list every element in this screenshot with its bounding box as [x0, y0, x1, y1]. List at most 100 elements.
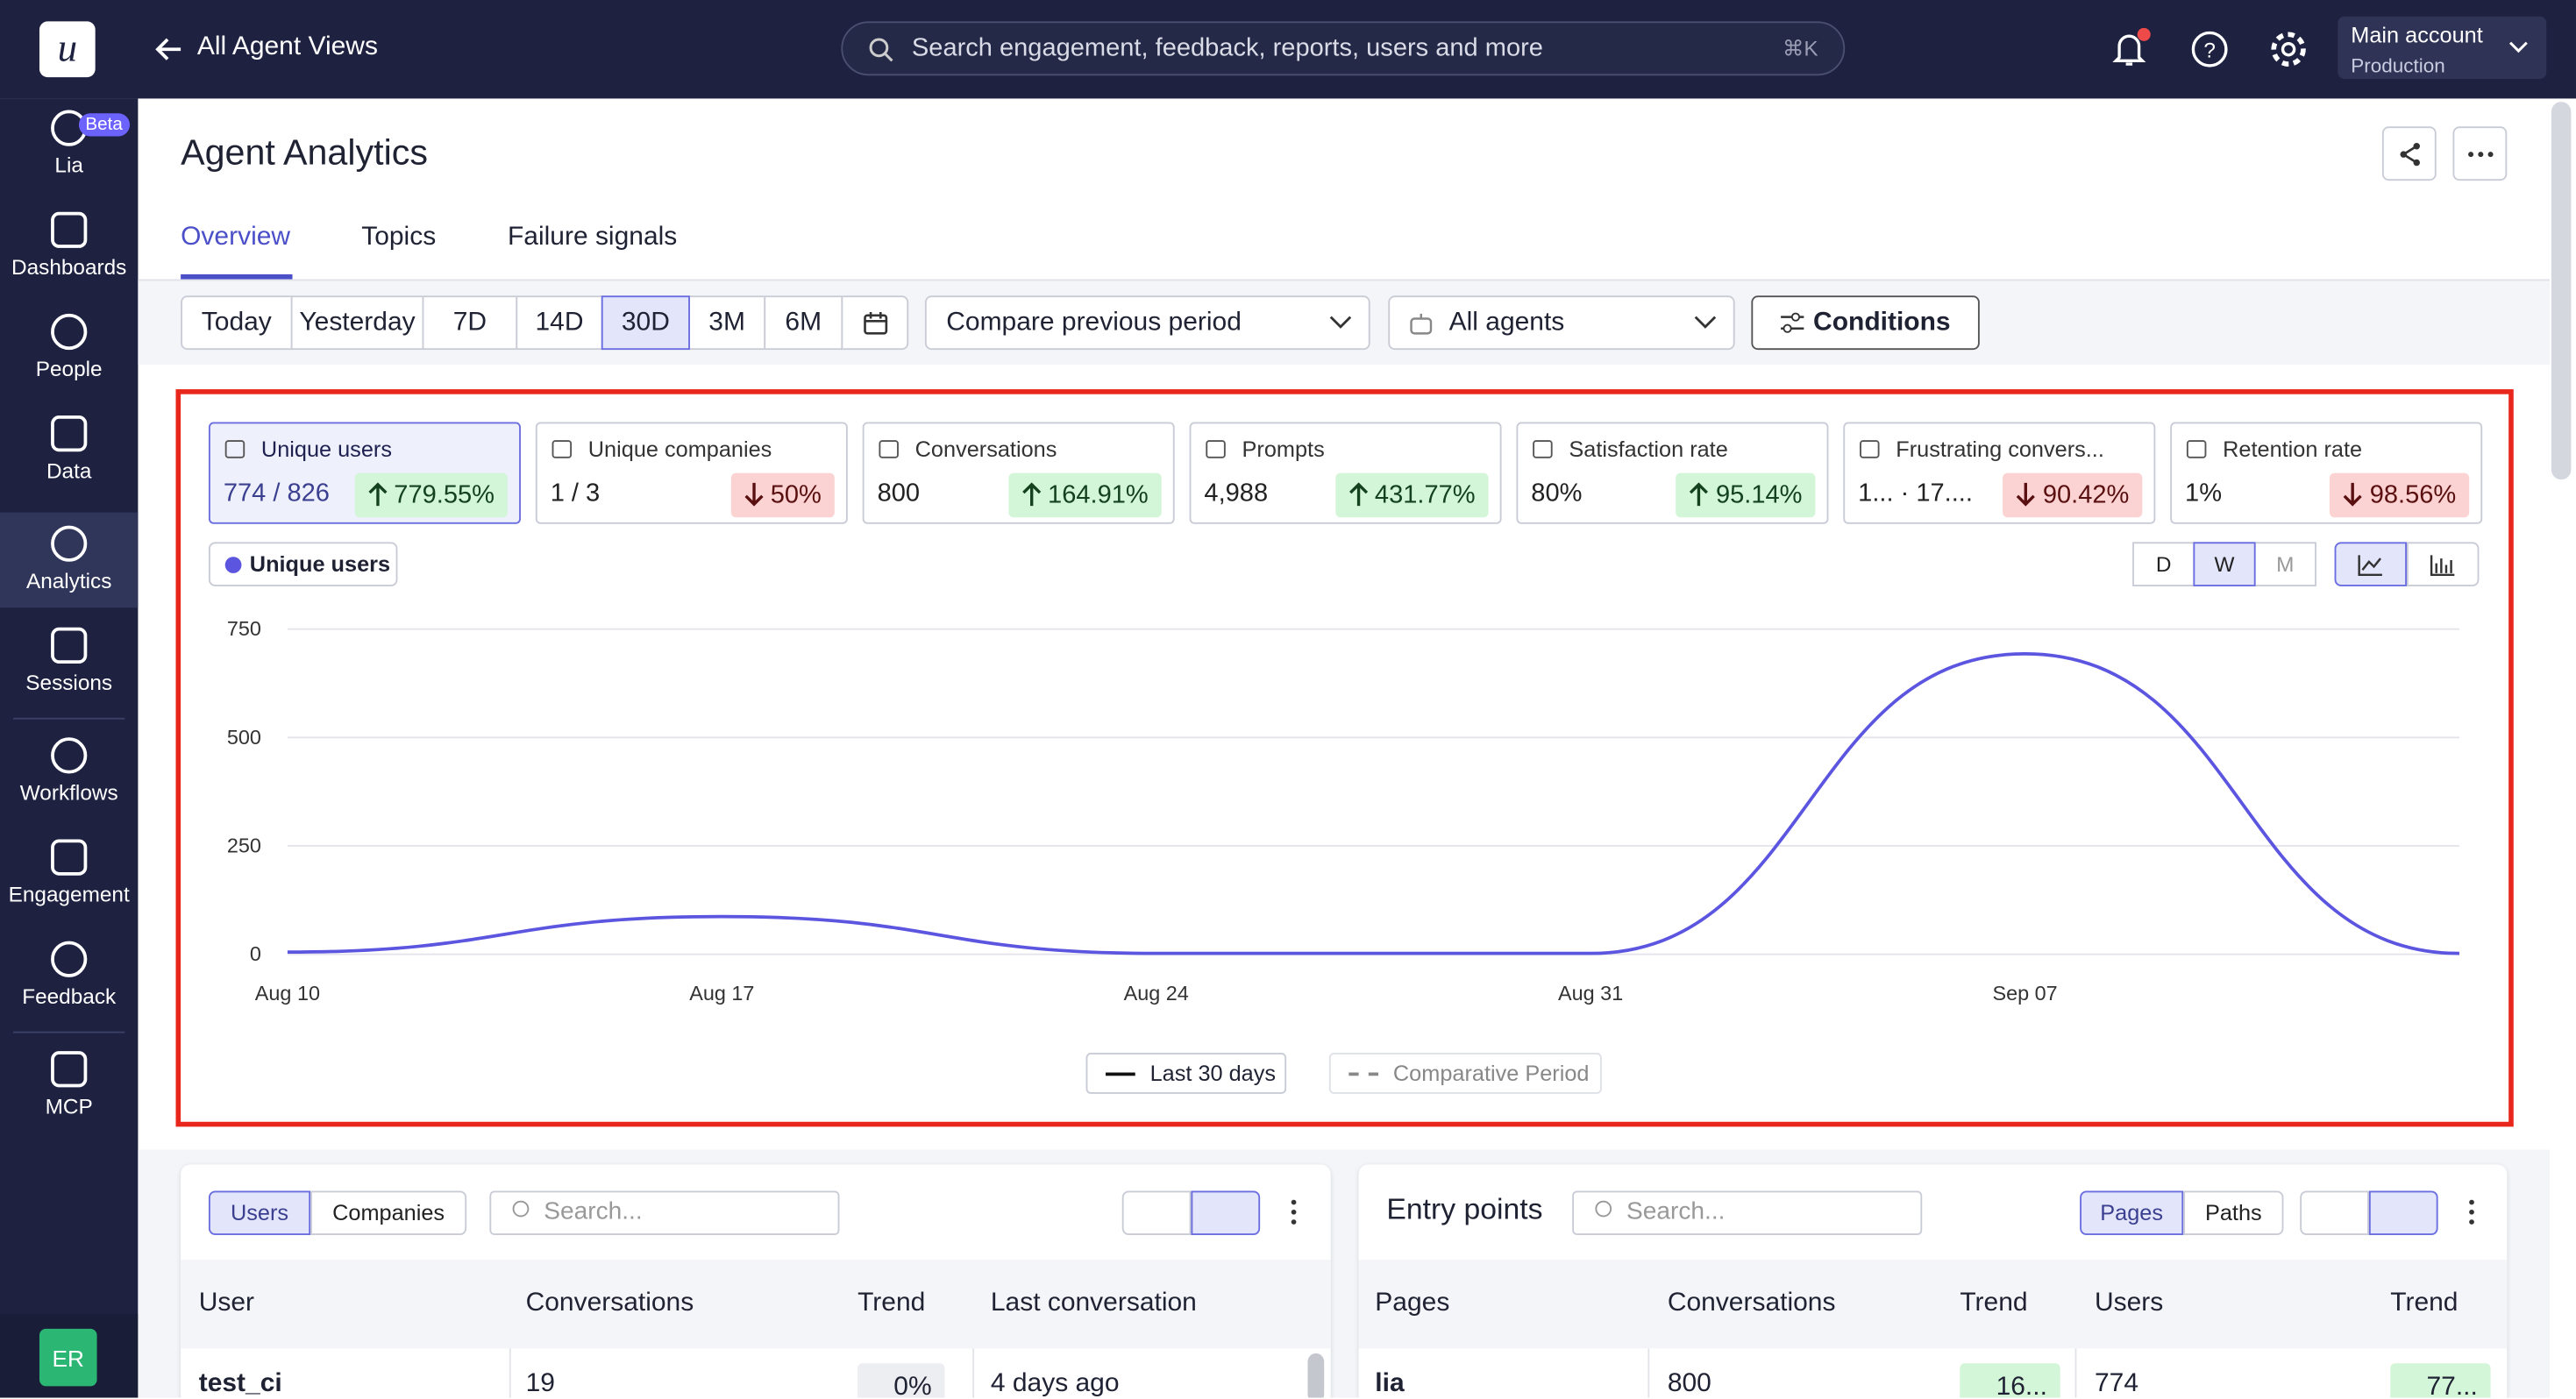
range-button[interactable]: 7D — [422, 295, 518, 351]
cell: 800 — [1667, 1369, 1711, 1398]
search-icon — [1595, 1200, 1612, 1218]
help-icon[interactable]: ? — [2191, 31, 2231, 71]
tab[interactable]: Topics — [361, 223, 437, 252]
toggle-button[interactable]: Paths — [2183, 1190, 2284, 1236]
interval-button[interactable]: W — [2193, 542, 2256, 586]
trend-pill: 77... — [2390, 1363, 2491, 1398]
compare-dropdown[interactable]: Compare previous period — [924, 295, 1370, 351]
tab[interactable]: Failure signals — [507, 223, 678, 252]
nav-label[interactable]: Sessions — [25, 670, 113, 695]
kebab[interactable] — [2469, 1197, 2474, 1225]
conditions-label: Conditions — [1813, 308, 1951, 337]
nav-icon[interactable] — [51, 415, 88, 452]
back-icon[interactable] — [154, 36, 184, 62]
nav-icon[interactable] — [51, 627, 88, 664]
nav-label[interactable]: People — [35, 356, 103, 381]
settings-icon[interactable] — [2269, 30, 2309, 69]
account-switcher[interactable] — [2338, 16, 2547, 79]
toggle-button[interactable]: Pages — [2080, 1190, 2184, 1236]
interval-button[interactable]: M — [2253, 542, 2316, 586]
table-view-button[interactable] — [2368, 1190, 2438, 1236]
metric-value: 800 — [877, 479, 921, 508]
metric-change: 98.56% — [2330, 472, 2470, 518]
nav-icon[interactable] — [51, 737, 88, 774]
scrollbar[interactable] — [2551, 102, 2572, 480]
range-button[interactable]: 3M — [688, 295, 766, 351]
column-divider — [972, 1348, 975, 1398]
nav-icon[interactable] — [51, 313, 88, 351]
search-input[interactable] — [1572, 1190, 1923, 1236]
metric-label: Unique users — [260, 437, 392, 462]
table-view-button[interactable] — [1191, 1190, 1261, 1236]
column-header: Users — [2094, 1289, 2164, 1317]
line-view-button[interactable] — [2334, 542, 2407, 586]
interval-button[interactable]: D — [2132, 542, 2195, 586]
change-arrow — [368, 482, 388, 507]
range-button[interactable]: 14D — [516, 295, 603, 351]
calendar-button[interactable] — [841, 295, 909, 351]
y-tick-label: 250 — [227, 834, 261, 856]
range-button[interactable]: Yesterday — [290, 295, 424, 351]
back-link[interactable]: All Agent Views — [196, 32, 378, 61]
search-placeholder: Search engagement, feedback, reports, us… — [911, 34, 1543, 63]
change-arrow — [1348, 482, 1368, 507]
nav-label[interactable]: MCP — [45, 1093, 93, 1119]
y-tick-label: 750 — [227, 617, 261, 640]
y-tick-label: 500 — [227, 726, 261, 749]
metric-value: 1% — [2185, 479, 2223, 508]
more-button[interactable] — [2452, 126, 2508, 181]
nav-label[interactable]: Workflows — [19, 780, 118, 806]
metric-icon — [1860, 440, 1880, 458]
toggle-button[interactable]: Users — [208, 1190, 311, 1236]
range-button[interactable]: 30D — [601, 295, 690, 351]
nav-label[interactable]: Engagement — [8, 882, 130, 907]
nav-icon[interactable] — [51, 211, 88, 248]
bell-icon[interactable] — [2110, 27, 2153, 71]
tab[interactable]: Overview — [181, 223, 291, 252]
conditions-button[interactable]: Conditions — [1751, 295, 1980, 351]
scrollbar[interactable] — [1307, 1353, 1325, 1398]
nav-icon[interactable] — [51, 941, 88, 977]
change-arrow — [2017, 482, 2036, 507]
search-input[interactable] — [489, 1190, 840, 1236]
agents-dropdown[interactable]: All agents — [1388, 295, 1735, 351]
metric-change: 779.55% — [354, 472, 508, 518]
toggle-button[interactable]: Companies — [310, 1190, 467, 1236]
series-line — [287, 651, 2459, 955]
nav-label[interactable]: Feedback — [22, 984, 117, 1009]
metric-change: 164.91% — [1008, 472, 1162, 518]
nav-icon[interactable] — [51, 525, 88, 562]
line-chart: 0 250 500 750 Aug 10 Aug 17 Aug 24 Aug 31 Sep 07 — [227, 617, 2459, 1005]
search-box[interactable] — [841, 21, 1846, 76]
range-button[interactable]: Today — [181, 295, 293, 351]
chart-view-button[interactable] — [2300, 1190, 2369, 1236]
nav-label[interactable]: Data — [46, 458, 92, 483]
nav-label[interactable]: Lia — [54, 153, 83, 178]
bar-view-button[interactable] — [2406, 542, 2480, 586]
nav-label[interactable]: Dashboards — [11, 254, 127, 280]
trend-pill: 0% — [857, 1363, 945, 1398]
nav-icon[interactable] — [51, 1051, 88, 1088]
range-button[interactable]: 6M — [764, 295, 843, 351]
metric-change: 431.77% — [1334, 472, 1489, 518]
trend-pill: 16... — [1960, 1363, 2060, 1398]
period-label: Last 30 days — [1149, 1061, 1277, 1086]
share-button[interactable] — [2381, 126, 2437, 181]
page-title: Agent Analytics — [181, 131, 428, 173]
metric-change: 90.42% — [2003, 472, 2143, 518]
kebab[interactable] — [1291, 1197, 1297, 1225]
cell: 4 days ago — [990, 1369, 1120, 1398]
x-tick-label: Aug 17 — [689, 982, 754, 1005]
header-row — [181, 1260, 1331, 1349]
metric-icon — [224, 440, 246, 458]
period-legend[interactable] — [1328, 1053, 1602, 1094]
period-legend[interactable] — [1085, 1053, 1287, 1094]
nav-label[interactable]: Analytics — [25, 568, 112, 593]
metric-label: Prompts — [1242, 437, 1325, 462]
chart-view-button[interactable] — [1121, 1190, 1192, 1236]
nav-icon[interactable] — [51, 839, 88, 876]
logo[interactable]: u — [39, 21, 96, 78]
avatar[interactable]: ER — [39, 1328, 97, 1387]
metric-change: 50% — [730, 472, 835, 518]
